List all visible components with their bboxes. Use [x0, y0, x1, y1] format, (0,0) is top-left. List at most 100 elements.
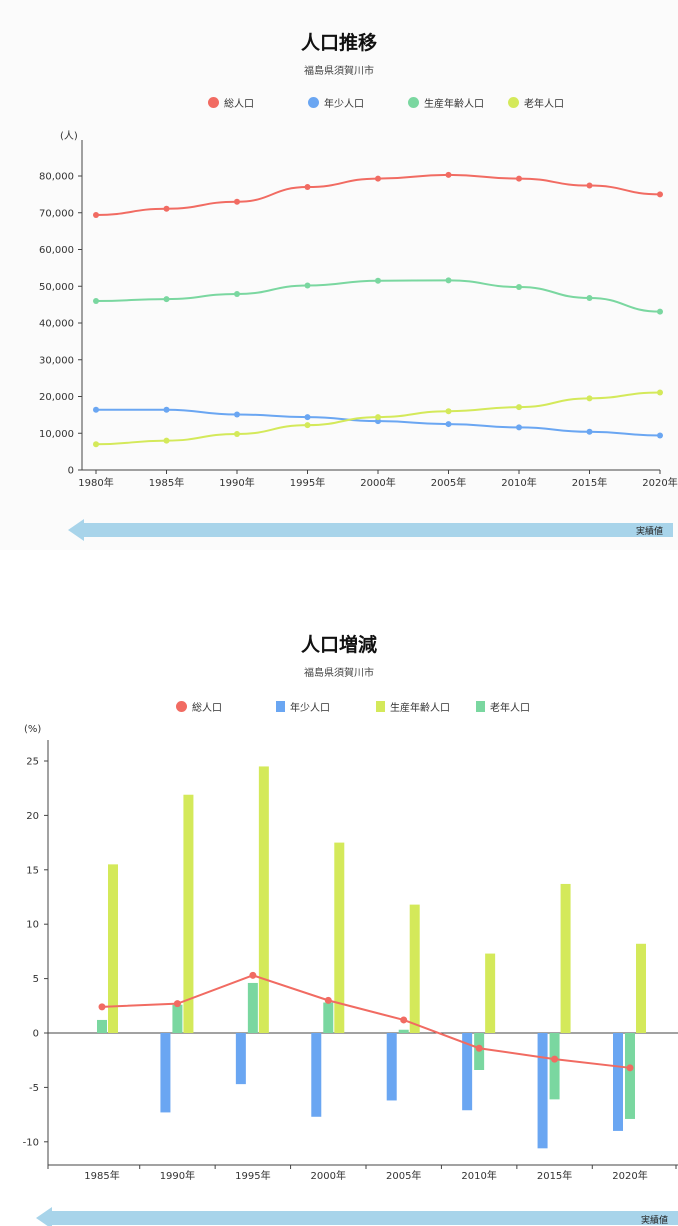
- legend-dot-total: [176, 701, 187, 712]
- chart1-legend-youth[interactable]: 年少人口: [308, 95, 364, 110]
- x-tick-label: 1980年: [78, 476, 113, 489]
- legend-square-elderly: [476, 701, 485, 712]
- data-point-working: [234, 290, 240, 297]
- y-tick-label: 10,000: [39, 429, 74, 440]
- data-point-total: [324, 996, 332, 1004]
- x-tick-label: 1990年: [219, 476, 254, 489]
- y-tick-label: -5: [29, 1083, 39, 1094]
- bar-working: [247, 982, 258, 1033]
- data-point-total: [163, 205, 170, 212]
- data-point-elderly: [516, 404, 522, 411]
- y-tick-label: 60,000: [39, 245, 74, 256]
- bar-working: [549, 1033, 560, 1100]
- x-tick-label: 2010年: [461, 1169, 496, 1182]
- bar-youth: [537, 1033, 548, 1149]
- y-tick-label: 20,000: [39, 392, 74, 403]
- legend-dot-youth: [308, 97, 319, 108]
- data-point-total: [551, 1055, 559, 1063]
- x-tick-label: 1995年: [290, 476, 325, 489]
- chart2-arrow: [36, 1207, 678, 1226]
- chart2-arrow-label: 実績値: [641, 1216, 669, 1226]
- x-tick-label: 1995年: [235, 1169, 270, 1182]
- y-tick-label: 20: [26, 811, 39, 822]
- bar-elderly: [485, 953, 496, 1033]
- data-point-total: [249, 971, 257, 979]
- y-tick-label: 70,000: [39, 208, 74, 219]
- chart1-arrow: [68, 519, 673, 541]
- chart2-arrow-shape: [36, 1207, 678, 1226]
- data-point-working: [657, 308, 663, 315]
- data-point-elderly: [657, 389, 663, 396]
- data-point-youth: [163, 406, 170, 413]
- data-point-youth: [304, 414, 311, 421]
- data-point-working: [516, 283, 522, 290]
- population-change-chart: -10 -5 0 5 10 15 20 25 1985年 1990年 1995年 2000年 2005年…: [23, 740, 678, 1182]
- bar-elderly: [560, 883, 571, 1033]
- x-tick-label: 2005年: [431, 476, 466, 489]
- legend-label-youth: 年少人口: [324, 99, 364, 110]
- data-point-working: [586, 295, 593, 302]
- bar-working: [625, 1033, 635, 1119]
- chart2-legend-total[interactable]: 総人口: [176, 699, 222, 714]
- legend-label-elderly: 老年人口: [490, 703, 530, 714]
- bar-youth: [386, 1033, 397, 1101]
- data-point-youth: [516, 424, 522, 431]
- y-tick-label: -10: [23, 1137, 39, 1148]
- y-tick-label: 0: [33, 1029, 39, 1040]
- y-tick-label: 25: [26, 757, 39, 768]
- data-point-elderly: [375, 414, 381, 421]
- chart1-unit: (人): [60, 131, 78, 142]
- data-point-youth: [445, 421, 452, 428]
- x-tick-label: 2020年: [612, 1169, 647, 1182]
- data-point-elderly: [586, 395, 593, 402]
- bar-working: [97, 1019, 107, 1033]
- data-point-working: [304, 282, 311, 289]
- x-tick-label: 2005年: [386, 1169, 421, 1182]
- chart2-legend-working[interactable]: 生産年齢人口: [376, 699, 450, 714]
- bar-youth: [311, 1033, 322, 1117]
- legend-label-total: 総人口: [224, 99, 254, 110]
- x-tick-label: 2020年: [642, 476, 677, 489]
- chart2-unit: (%): [24, 724, 42, 735]
- y-tick-label: 30,000: [39, 355, 74, 366]
- data-point-total: [475, 1044, 483, 1052]
- bar-working: [398, 1029, 409, 1033]
- y-tick-label: 5: [33, 974, 39, 985]
- chart1-legend-total[interactable]: 総人口: [208, 95, 254, 110]
- population-change-panel: 人口増減 福島県須賀川市 総人口 年少人口 生産年齢人口 老年人口 (%) -1…: [0, 600, 678, 1226]
- chart1-legend-elderly[interactable]: 老年人口: [508, 95, 564, 110]
- data-point-total: [304, 184, 311, 191]
- x-tick-label: 2000年: [311, 1169, 346, 1182]
- y-tick-label: 80,000: [39, 172, 74, 183]
- chart1-legend-working[interactable]: 生産年齢人口: [408, 95, 484, 110]
- bar-youth: [613, 1033, 623, 1131]
- bar-elderly: [183, 794, 194, 1033]
- x-tick-label: 1985年: [84, 1169, 119, 1182]
- data-point-total: [445, 171, 452, 178]
- data-point-elderly: [445, 408, 452, 415]
- data-point-total: [234, 198, 240, 205]
- series-line-total: [101, 974, 631, 1069]
- data-point-total: [375, 175, 381, 182]
- chart2-legend-youth[interactable]: 年少人口: [276, 699, 330, 714]
- data-point-youth: [586, 428, 593, 435]
- chart1-subtitle: 福島県須賀川市: [304, 66, 374, 77]
- data-point-working: [375, 277, 381, 284]
- bar-working: [172, 1004, 183, 1033]
- bar-elderly: [409, 904, 420, 1033]
- x-tick-label: 2015年: [572, 476, 607, 489]
- legend-square-working: [376, 701, 385, 712]
- data-point-total: [93, 211, 99, 218]
- data-point-youth: [93, 406, 99, 413]
- y-tick-label: 40,000: [39, 319, 74, 330]
- data-point-working: [163, 296, 170, 303]
- bar-youth: [462, 1033, 473, 1111]
- data-point-total: [400, 1016, 408, 1024]
- data-point-total: [626, 1064, 634, 1072]
- data-point-working: [93, 297, 99, 304]
- chart2-legend-elderly[interactable]: 老年人口: [476, 699, 530, 714]
- bar-working: [323, 1002, 334, 1033]
- x-tick-label: 2015年: [537, 1169, 572, 1182]
- bar-youth: [160, 1033, 171, 1113]
